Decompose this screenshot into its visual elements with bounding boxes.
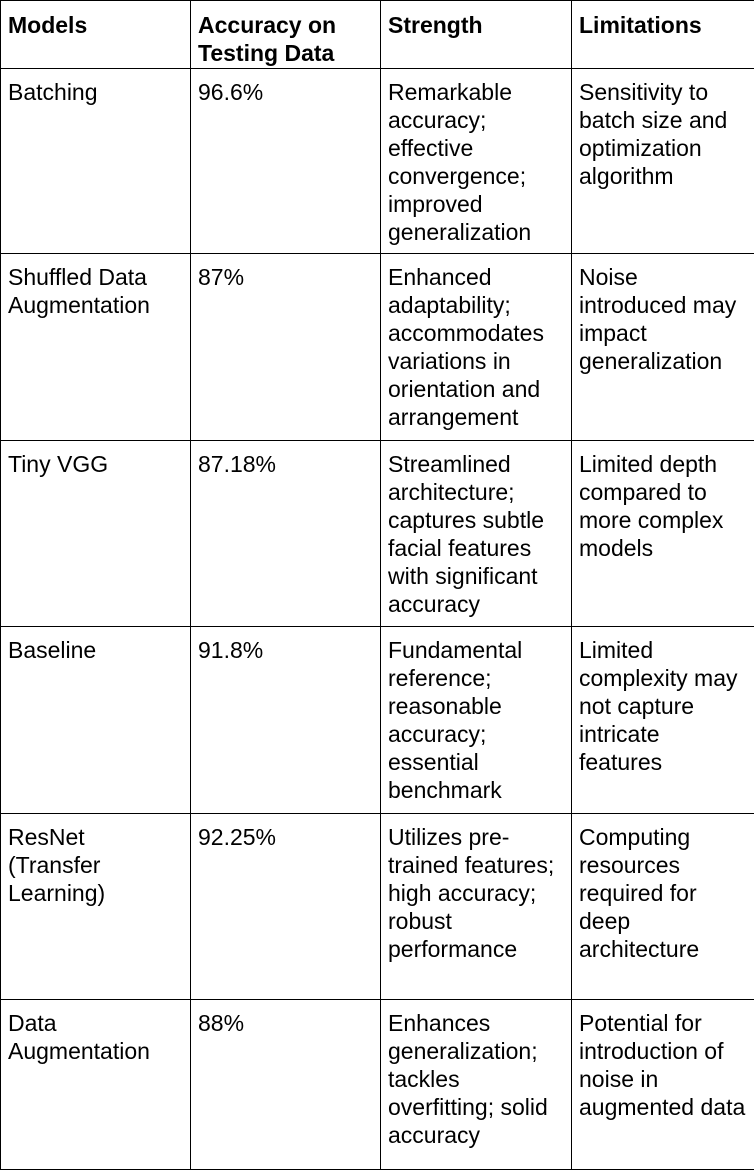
accuracy-cell: 91.8% bbox=[191, 627, 381, 814]
strength-cell: Utilizes pre-trained features; high accu… bbox=[381, 814, 572, 1000]
table-row: Data Augmentation 88% Enhances generaliz… bbox=[1, 1000, 754, 1170]
header-strength: Strength bbox=[381, 1, 572, 69]
limitations-cell: Sensitivity to batch size and optimizati… bbox=[572, 69, 754, 254]
accuracy-cell: 88% bbox=[191, 1000, 381, 1170]
table-row: Batching 96.6% Remarkable accuracy; effe… bbox=[1, 69, 754, 254]
model-cell: Baseline bbox=[1, 627, 191, 814]
limitations-cell: Computing resources required for deep ar… bbox=[572, 814, 754, 1000]
strength-cell: Fundamental reference; reasonable accura… bbox=[381, 627, 572, 814]
accuracy-cell: 87.18% bbox=[191, 441, 381, 627]
table-row: Baseline 91.8% Fundamental reference; re… bbox=[1, 627, 754, 814]
header-accuracy: Accuracy on Testing Data bbox=[191, 1, 381, 69]
header-limitations: Limitations bbox=[572, 1, 754, 69]
limitations-cell: Limited complexity may not capture intri… bbox=[572, 627, 754, 814]
limitations-cell: Noise introduced may impact generalizati… bbox=[572, 254, 754, 441]
strength-cell: Enhanced adaptability; accommodates vari… bbox=[381, 254, 572, 441]
limitations-cell: Potential for introduction of noise in a… bbox=[572, 1000, 754, 1170]
accuracy-cell: 87% bbox=[191, 254, 381, 441]
header-row: Models Accuracy on Testing Data Strength… bbox=[1, 1, 754, 69]
strength-cell: Streamlined architecture; captures subtl… bbox=[381, 441, 572, 627]
model-cell: ResNet (Transfer Learning) bbox=[1, 814, 191, 1000]
strength-cell: Enhances generalization; tackles overfit… bbox=[381, 1000, 572, 1170]
model-cell: Data Augmentation bbox=[1, 1000, 191, 1170]
accuracy-cell: 96.6% bbox=[191, 69, 381, 254]
limitations-cell: Limited depth compared to more complex m… bbox=[572, 441, 754, 627]
model-cell: Shuffled Data Augmentation bbox=[1, 254, 191, 441]
table-row: Shuffled Data Augmentation 87% Enhanced … bbox=[1, 254, 754, 441]
table-row: Tiny VGG 87.18% Streamlined architecture… bbox=[1, 441, 754, 627]
accuracy-cell: 92.25% bbox=[191, 814, 381, 1000]
table-row: ResNet (Transfer Learning) 92.25% Utiliz… bbox=[1, 814, 754, 1000]
model-cell: Batching bbox=[1, 69, 191, 254]
model-cell: Tiny VGG bbox=[1, 441, 191, 627]
header-models: Models bbox=[1, 1, 191, 69]
strength-cell: Remarkable accuracy; effective convergen… bbox=[381, 69, 572, 254]
